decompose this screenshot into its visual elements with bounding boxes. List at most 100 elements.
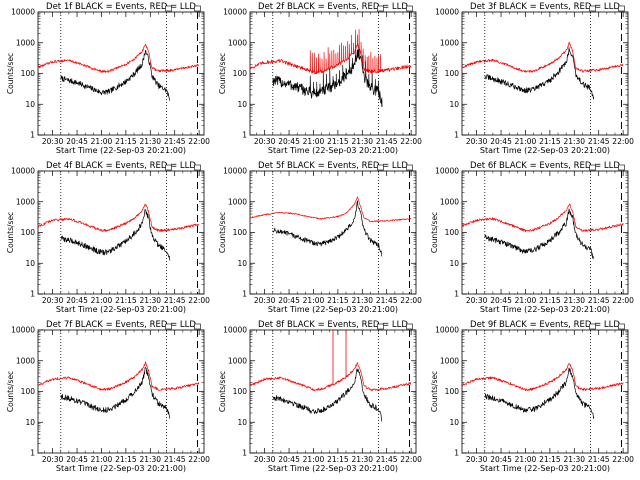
- chart-title: Det 1f BLACK = Events, RED = LLD: [46, 2, 196, 12]
- y-axis-label: Counts/sec: [430, 371, 439, 412]
- marker-box: [618, 323, 625, 330]
- marker-box: [589, 323, 596, 330]
- y-tick-label: 10: [449, 259, 459, 268]
- y-tick-label: 1000: [228, 197, 247, 206]
- y-tick-label: 1000: [228, 38, 247, 47]
- y-tick-label: 10000: [435, 326, 459, 335]
- x-tick-label: 21:30: [139, 455, 161, 464]
- x-axis-label: Start Time (22-Sep-03 20:21:00): [56, 146, 186, 155]
- marker-box: [406, 164, 413, 171]
- x-tick-label: 22:00: [188, 296, 210, 305]
- x-axis-label: Start Time (22-Sep-03 20:21:00): [56, 464, 186, 473]
- y-tick-label: 1: [30, 290, 35, 299]
- series-lld-line: [249, 362, 412, 392]
- chart-title: Det 3f BLACK = Events, RED = LLD: [470, 2, 620, 12]
- series-lld-line: [461, 203, 624, 233]
- x-tick-label: 21:30: [351, 137, 373, 146]
- x-tick-label: 20:45: [490, 455, 512, 464]
- panel-7: Det 7f BLACK = Events, RED = LLD 1 10 100 10…: [6, 320, 210, 473]
- x-tick-label: 21:30: [351, 296, 373, 305]
- panel-4: Det 4f BLACK = Events, RED = LLD 1 10 100 10…: [6, 161, 210, 314]
- x-axis-label: Start Time (22-Sep-03 20:21:00): [56, 305, 186, 314]
- y-tick-label: 10000: [11, 167, 35, 176]
- x-tick-label: 21:30: [563, 455, 585, 464]
- y-axis-label: Counts/sec: [6, 53, 15, 94]
- y-tick-label: 10: [237, 259, 247, 268]
- x-tick-label: 22:00: [612, 137, 634, 146]
- x-tick-label: 21:30: [563, 137, 585, 146]
- marker-box: [194, 323, 201, 330]
- panel-1: Det 1f BLACK = Events, RED = LLD 1 10 100 10…: [6, 2, 210, 155]
- panel-3: Det 3f BLACK = Events, RED = LLD 1 10 100 10…: [430, 2, 634, 155]
- x-tick-label: 20:30: [254, 296, 276, 305]
- x-tick-label: 22:00: [400, 296, 422, 305]
- y-tick-label: 1000: [440, 38, 459, 47]
- marker-box: [589, 5, 596, 12]
- panel-8: Det 8f BLACK = Events, RED = LLD 1 10 100 10…: [218, 320, 422, 473]
- x-axis-label: Start Time (22-Sep-03 20:21:00): [268, 464, 398, 473]
- x-tick-label: 21:00: [303, 296, 325, 305]
- y-tick-label: 1: [454, 290, 459, 299]
- panel-6: Det 6f BLACK = Events, RED = LLD 1 10 100 10…: [430, 161, 634, 314]
- x-tick-label: 21:00: [91, 296, 113, 305]
- y-tick-label: 100: [233, 228, 248, 237]
- x-tick-label: 22:00: [612, 455, 634, 464]
- series-events-line: [272, 43, 383, 108]
- marker-box: [165, 5, 172, 12]
- y-tick-label: 100: [445, 387, 460, 396]
- x-axis-label: Start Time (22-Sep-03 20:21:00): [480, 464, 610, 473]
- x-tick-label: 21:45: [164, 137, 186, 146]
- x-tick-label: 21:45: [164, 455, 186, 464]
- x-tick-label: 22:00: [188, 455, 210, 464]
- x-tick-label: 21:00: [515, 296, 537, 305]
- series-events-line: [60, 50, 171, 101]
- plot-frame: [461, 11, 629, 136]
- x-tick-label: 21:15: [115, 296, 137, 305]
- x-tick-label: 21:00: [303, 137, 325, 146]
- y-tick-label: 1000: [16, 356, 35, 365]
- y-tick-label: 10000: [223, 167, 247, 176]
- plot-frame: [461, 329, 629, 454]
- y-tick-label: 1: [242, 131, 247, 140]
- series-events-line: [272, 200, 383, 257]
- marker-box: [165, 164, 172, 171]
- x-axis-label: Start Time (22-Sep-03 20:21:00): [480, 146, 610, 155]
- chart-title: Det 5f BLACK = Events, RED = LLD: [258, 161, 408, 171]
- y-tick-label: 10000: [223, 8, 247, 17]
- x-tick-label: 22:00: [400, 137, 422, 146]
- plot-frame: [249, 11, 417, 136]
- y-tick-label: 1: [30, 131, 35, 140]
- series-events-line: [272, 368, 383, 422]
- series-lld-line: [37, 361, 200, 391]
- marker-box: [377, 323, 384, 330]
- x-tick-label: 20:30: [466, 296, 488, 305]
- x-tick-label: 21:00: [515, 137, 537, 146]
- x-tick-label: 21:45: [376, 455, 398, 464]
- x-tick-label: 21:45: [376, 296, 398, 305]
- chart-title: Det 4f BLACK = Events, RED = LLD: [46, 161, 196, 171]
- x-tick-label: 21:30: [563, 296, 585, 305]
- x-tick-label: 21:15: [539, 296, 561, 305]
- x-tick-label: 21:15: [327, 296, 349, 305]
- y-axis-label: Counts/sec: [430, 53, 439, 94]
- y-axis-label: Counts/sec: [6, 212, 15, 253]
- panel-9: Det 9f BLACK = Events, RED = LLD 1 10 100 10…: [430, 320, 634, 473]
- plot-frame: [461, 170, 629, 295]
- marker-box: [618, 5, 625, 12]
- y-tick-label: 10: [237, 418, 247, 427]
- y-tick-label: 100: [445, 69, 460, 78]
- y-tick-label: 10: [25, 100, 35, 109]
- x-tick-label: 20:45: [490, 296, 512, 305]
- x-tick-label: 21:45: [588, 137, 610, 146]
- y-tick-label: 1: [30, 449, 35, 458]
- chart-title: Det 6f BLACK = Events, RED = LLD: [470, 161, 620, 171]
- series-events-line: [484, 208, 595, 259]
- series-events-line: [60, 367, 171, 419]
- x-tick-label: 21:30: [139, 137, 161, 146]
- x-tick-label: 20:30: [42, 137, 64, 146]
- y-axis-label: Counts/sec: [6, 371, 15, 412]
- x-tick-label: 20:45: [490, 137, 512, 146]
- x-tick-label: 20:30: [42, 455, 64, 464]
- x-tick-label: 20:45: [66, 137, 88, 146]
- marker-box: [618, 164, 625, 171]
